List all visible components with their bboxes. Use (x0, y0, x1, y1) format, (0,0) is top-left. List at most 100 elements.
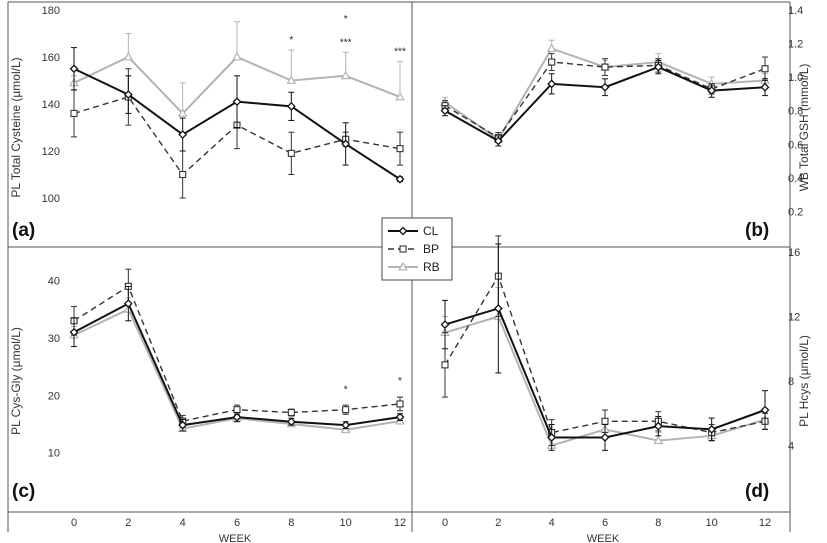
legend-item-CL: CL (388, 224, 439, 238)
chart-panel-b: 0.2 0.4 0.6 0.8 1.0 1.2 1.4 WB Total GSH (mmol/… (440, 5, 811, 241)
x-tick-label: 12 (394, 517, 406, 529)
data-point-CL (123, 90, 133, 100)
y-tick-label: 180 (42, 5, 60, 17)
data-point-CL (395, 174, 405, 184)
y-tick-label: 0.2 (788, 206, 803, 218)
data-point-RB (340, 70, 351, 80)
panel-label: (d) (745, 481, 769, 502)
x-tick-label: 2 (125, 517, 131, 529)
data-point-BP (287, 408, 295, 417)
data-point-CL (493, 136, 503, 146)
data-point-CL (232, 412, 242, 422)
x-tick-label: 8 (655, 517, 661, 529)
y-tick-label: 20 (48, 390, 60, 402)
x-tick-label: 4 (549, 517, 555, 529)
data-point-BP (70, 109, 78, 117)
data-point-BP (548, 58, 556, 66)
data-point-CL (395, 412, 405, 422)
x-tick-label: 2 (495, 517, 501, 529)
data-point-CL (178, 420, 188, 430)
data-point-CL (440, 106, 450, 116)
y-tick-label: 1.4 (788, 5, 803, 17)
significance-marker: * (344, 14, 348, 25)
legend-item-RB: RB (388, 260, 440, 274)
legend-item-BP: BP (388, 242, 439, 256)
y-tick-label: 0.6 (788, 139, 803, 151)
panel-label: (b) (745, 220, 769, 241)
y-axis-label: WB Total GSH (mmol/L) (797, 64, 811, 192)
data-point-BP (601, 417, 609, 425)
y-tick-label: 16 (788, 247, 800, 259)
series-BP (70, 268, 404, 428)
x-tick-label: 6 (602, 517, 608, 529)
y-tick-label: 30 (48, 333, 60, 345)
data-point-RB (546, 43, 557, 53)
y-axis-label: PL Cys-Gly (µmol/L) (9, 327, 23, 435)
data-point-CL (178, 130, 188, 139)
data-point-RB (123, 51, 134, 61)
x-tick-label: 12 (759, 517, 771, 529)
data-point-BP (761, 65, 769, 73)
series-line-BP (444, 274, 766, 434)
significance-marker: *** (394, 47, 406, 58)
chart-panel-a: 100 120 140 160 180 PL Total Cysteine (µmol/L… (9, 5, 406, 241)
data-point-BP (233, 406, 241, 414)
data-point-CL (653, 421, 663, 431)
series-BP (441, 235, 769, 446)
y-axis-label: PL Hcys (µmol/L) (797, 335, 811, 427)
error-bar (234, 21, 240, 57)
x-tick-label: 0 (442, 517, 448, 529)
series-CL (69, 285, 405, 432)
data-point-CL (341, 139, 351, 149)
y-tick-label: 1.2 (788, 39, 803, 51)
data-point-CL (286, 417, 296, 427)
legend-label: RB (423, 260, 440, 274)
data-point-CL (69, 327, 79, 337)
y-tick-label: 160 (42, 52, 60, 64)
data-point-RB (286, 75, 297, 84)
significance-marker: * (344, 384, 348, 395)
y-tick-label: 8 (788, 376, 794, 388)
x-tick-label: 4 (180, 517, 186, 529)
data-point-CL (707, 86, 717, 95)
data-point-BP (179, 170, 187, 179)
data-point-CL (341, 420, 351, 430)
panel-label: (c) (12, 481, 35, 502)
data-point-RB (653, 435, 664, 445)
data-point-BP (601, 63, 609, 71)
data-point-CL (547, 79, 557, 89)
series-CL (440, 59, 770, 147)
data-point-CL (600, 433, 610, 442)
chart-panel-c: 10 20 30 40 PL Cys-Gly (µmol/L) 0 2 4 6 8 10 12 WEEK… (9, 268, 406, 543)
x-tick-label: 10 (340, 517, 352, 529)
data-point-CL (286, 101, 296, 111)
panel-label: (a) (12, 220, 35, 241)
y-tick-label: 40 (48, 276, 60, 288)
error-bar (397, 61, 403, 97)
series-CL (69, 47, 405, 184)
y-tick-label: 120 (42, 146, 60, 158)
data-point-CL (707, 424, 717, 434)
significance-marker: * (398, 376, 402, 387)
data-point-BP (396, 145, 404, 153)
y-tick-label: 140 (42, 99, 60, 111)
data-point-RB (232, 51, 242, 61)
data-point-BP (342, 406, 350, 414)
x-axis-label: WEEK (587, 533, 620, 543)
data-point-CL (69, 64, 79, 74)
y-tick-label: 10 (48, 448, 60, 460)
x-tick-label: 0 (71, 517, 77, 529)
data-point-BP (441, 361, 449, 369)
legend-marker-RB (398, 261, 408, 271)
data-point-CL (760, 405, 770, 415)
x-tick-label: 10 (706, 517, 718, 529)
significance-marker: * (289, 35, 293, 46)
data-point-BP (396, 400, 404, 408)
legend-label: CL (423, 224, 439, 238)
data-point-CL (760, 82, 770, 92)
y-tick-label: 100 (42, 193, 60, 205)
y-axis-label: PL Total Cysteine (µmol/L) (9, 57, 23, 197)
series-BP (441, 53, 769, 144)
data-point-CL (232, 97, 242, 107)
